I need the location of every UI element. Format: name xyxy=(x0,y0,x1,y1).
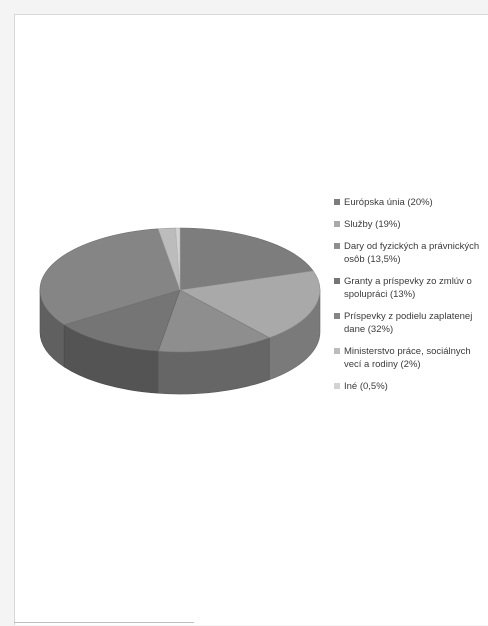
chart-legend: Európska únia (20%) Služby (19%) Dary od… xyxy=(334,196,488,402)
legend-swatch xyxy=(334,348,340,354)
legend-swatch xyxy=(334,383,340,389)
legend-item: Iné (0,5%) xyxy=(334,380,488,393)
legend-item: Služby (19%) xyxy=(334,218,488,231)
legend-item: Ministerstvo práce, sociálnych vecí a ro… xyxy=(334,345,488,371)
legend-item: Príspevky z podielu zaplatenej dane (32%… xyxy=(334,310,488,336)
legend-label: Iné (0,5%) xyxy=(344,381,388,392)
pie-slice xyxy=(179,227,314,291)
pie-slice xyxy=(63,289,181,352)
legend-item: Dary od fyzických a právnických osôb (13… xyxy=(334,240,488,266)
legend-swatch xyxy=(334,313,340,319)
legend-swatch xyxy=(334,221,340,227)
bottom-rule xyxy=(14,622,194,623)
legend-swatch xyxy=(334,199,340,205)
legend-item: Granty a príspevky zo zmlúv o spolupráci… xyxy=(334,275,488,301)
pie-slice xyxy=(179,270,321,339)
pie-slice xyxy=(157,289,270,353)
pie-chart xyxy=(39,227,321,395)
legend-label: Dary od fyzických a právnických osôb (13… xyxy=(344,241,480,265)
pie-slice xyxy=(39,228,181,326)
legend-label: Ministerstvo práce, sociálnych vecí a ro… xyxy=(344,346,471,370)
legend-label: Európska únia (20%) xyxy=(344,197,433,208)
legend-label: Služby (19%) xyxy=(344,219,401,230)
legend-label: Granty a príspevky zo zmlúv o spolupráci… xyxy=(344,276,472,300)
legend-swatch xyxy=(334,243,340,249)
pie-slice xyxy=(175,227,181,291)
legend-label: Príspevky z podielu zaplatenej dane (32%… xyxy=(344,311,473,335)
legend-swatch xyxy=(334,278,340,284)
legend-item: Európska únia (20%) xyxy=(334,196,488,209)
